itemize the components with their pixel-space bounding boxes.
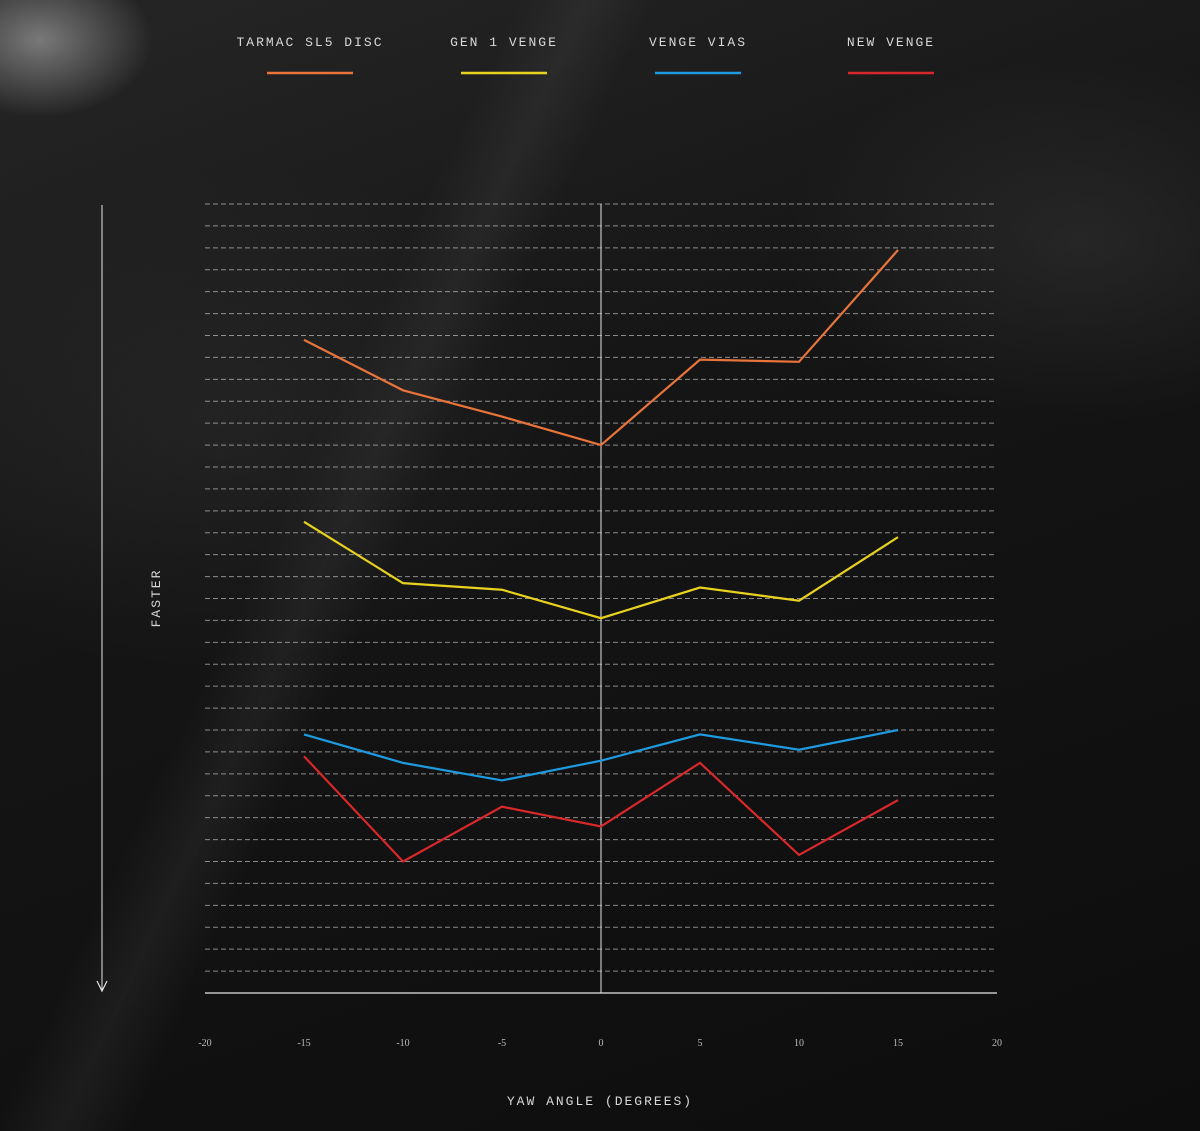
legend-label: GEN 1 VENGE <box>450 35 558 50</box>
x-tick-label: -15 <box>297 1038 310 1049</box>
x-tick-label: -20 <box>198 1038 211 1049</box>
legend-label: VENGE VIAS <box>649 35 747 50</box>
y-axis-title: FASTER <box>149 569 164 628</box>
x-tick-labels: -20 -15 -10 -5 0 5 10 15 20 <box>198 1038 1002 1049</box>
x-tick-label: 20 <box>992 1038 1002 1049</box>
series-line <box>303 249 899 447</box>
faster-arrowhead-icon <box>96 980 108 993</box>
x-tick-label: 5 <box>698 1038 703 1049</box>
faster-arrow <box>96 205 108 993</box>
series-line <box>303 728 899 782</box>
legend: TARMAC SL5 DISC GEN 1 VENGE VENGE VIAS NEW … <box>236 35 935 75</box>
legend-label: NEW VENGE <box>847 35 935 50</box>
series-line <box>303 520 899 620</box>
series-lines <box>303 249 899 863</box>
x-tick-label: -5 <box>498 1038 506 1049</box>
x-tick-label: 0 <box>599 1038 604 1049</box>
series-line <box>303 755 899 863</box>
x-axis-title: YAW ANGLE (DEGREES) <box>507 1094 693 1109</box>
legend-label: TARMAC SL5 DISC <box>236 35 383 50</box>
x-tick-label: 15 <box>893 1038 903 1049</box>
x-tick-label: -10 <box>396 1038 409 1049</box>
x-tick-label: 10 <box>794 1038 804 1049</box>
